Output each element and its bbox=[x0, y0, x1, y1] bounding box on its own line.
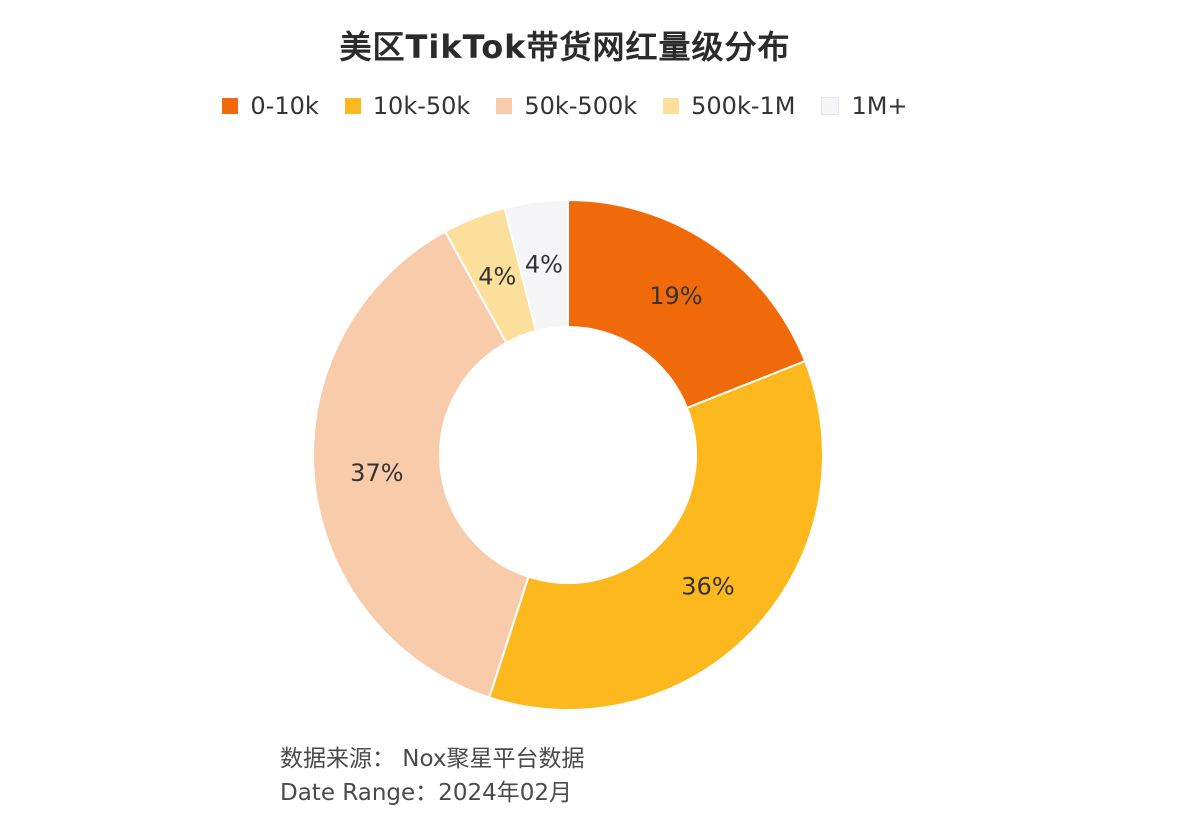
donut-slice-1M+ bbox=[503, 198, 569, 333]
legend-item: 50k-500k bbox=[496, 92, 637, 120]
legend-label: 0-10k bbox=[250, 92, 319, 120]
legend-label: 50k-500k bbox=[524, 92, 638, 120]
legend-label: 500k-1M bbox=[691, 92, 796, 120]
legend-swatch bbox=[344, 98, 361, 114]
legend-label: 10k-50k bbox=[372, 92, 471, 120]
slice-label-1M+: 4% bbox=[525, 251, 563, 279]
slice-label-10k-50k: 36% bbox=[681, 572, 734, 600]
donut-slice-50k-500k bbox=[312, 230, 530, 699]
donut-slice-10k-50k bbox=[487, 359, 824, 711]
chart-footer: 数据来源： Nox聚星平台数据 Date Range：2024年02月 bbox=[280, 742, 585, 810]
slice-label-500k-1M: 4% bbox=[478, 262, 516, 290]
legend-item: 1M+ bbox=[821, 92, 908, 120]
legend-item: 500k-1M bbox=[663, 92, 795, 120]
legend-swatch bbox=[222, 98, 239, 114]
legend-swatch bbox=[663, 98, 680, 114]
chart-legend: 0-10k 10k-50k 50k-500k 500k-1M 1M+ bbox=[0, 92, 1130, 120]
legend-label: 1M+ bbox=[851, 92, 908, 120]
donut-slice-0-10k bbox=[567, 198, 807, 410]
data-source-note: 数据来源： Nox聚星平台数据 bbox=[280, 746, 585, 772]
legend-item: 0-10k bbox=[222, 92, 319, 120]
legend-swatch bbox=[821, 97, 840, 115]
chart-title: 美区TikTok带货网红量级分布 bbox=[339, 28, 791, 66]
legend-swatch bbox=[496, 98, 513, 114]
slice-label-50k-500k: 37% bbox=[350, 459, 403, 487]
slice-label-0-10k: 19% bbox=[649, 282, 702, 310]
date-range-note: Date Range：2024年02月 bbox=[280, 780, 572, 806]
legend-item: 10k-50k bbox=[344, 92, 471, 120]
